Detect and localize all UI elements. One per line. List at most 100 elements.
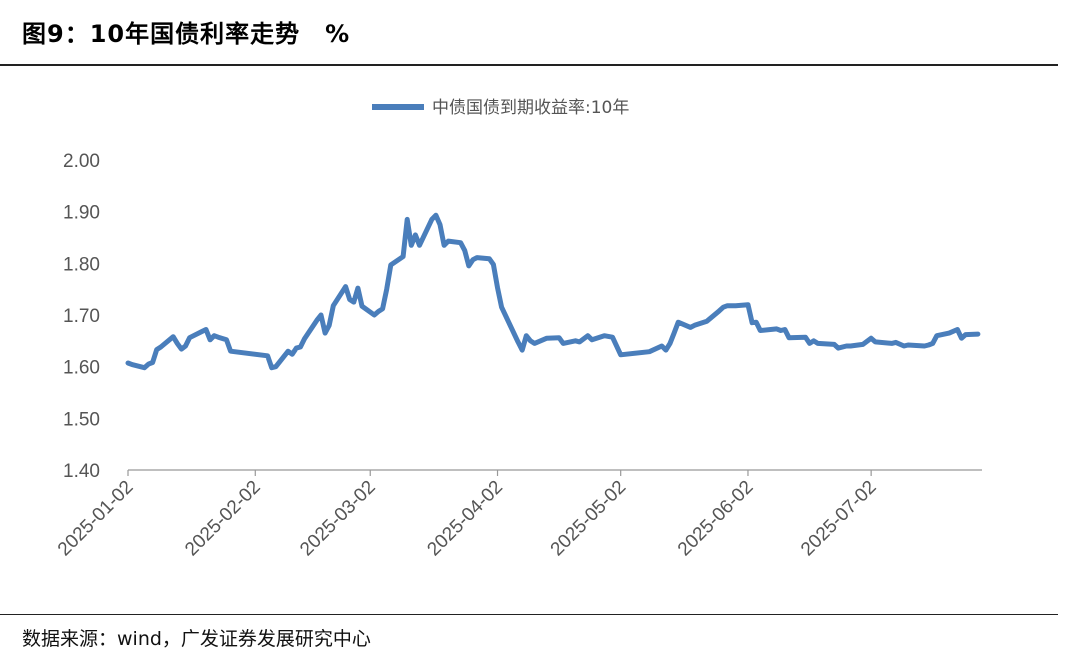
- data-point: [590, 337, 595, 342]
- data-point: [602, 333, 607, 338]
- x-tick-label: 2025-04-02: [423, 477, 507, 561]
- data-point: [725, 303, 730, 308]
- data-point: [175, 341, 180, 346]
- data-point: [746, 302, 751, 307]
- data-point: [323, 331, 328, 336]
- y-tick-label: 2.00: [63, 151, 100, 172]
- data-point: [302, 336, 307, 341]
- data-point: [183, 344, 188, 349]
- data-point: [380, 306, 385, 311]
- data-point: [893, 340, 898, 345]
- data-point: [934, 333, 939, 338]
- data-point: [495, 285, 500, 290]
- data-point: [803, 335, 808, 340]
- data-point: [442, 243, 447, 248]
- data-point: [782, 327, 787, 332]
- data-point: [150, 360, 155, 365]
- data-point: [286, 349, 291, 354]
- y-tick-label: 1.70: [63, 306, 100, 327]
- data-point: [475, 255, 480, 260]
- series-layer: [125, 212, 981, 371]
- data-point: [158, 345, 163, 350]
- series-line: [125, 212, 981, 371]
- data-point: [208, 337, 213, 342]
- data-point: [520, 348, 525, 353]
- data-point: [491, 262, 496, 267]
- y-tick-label: 1.50: [63, 409, 100, 430]
- data-point: [429, 217, 434, 222]
- data-point: [704, 319, 709, 324]
- data-point: [758, 328, 763, 333]
- data-point: [462, 248, 467, 253]
- data-point: [717, 308, 722, 313]
- legend-label: 中债国债到期收益率:10年: [432, 98, 629, 118]
- x-tick-label: 2025-01-02: [54, 477, 138, 561]
- data-point: [832, 342, 837, 347]
- data-point: [815, 341, 820, 346]
- data-point: [401, 254, 406, 259]
- data-point: [438, 222, 443, 227]
- data-point: [947, 331, 952, 336]
- data-point: [204, 327, 209, 332]
- x-tick-label: 2025-03-02: [296, 477, 380, 561]
- data-point: [524, 333, 529, 338]
- x-tick-label: 2025-07-02: [797, 477, 881, 561]
- data-point: [848, 344, 853, 349]
- data-point: [869, 336, 874, 341]
- data-point: [458, 240, 463, 245]
- y-tick-label: 1.80: [63, 254, 100, 275]
- data-point: [860, 342, 865, 347]
- data-point: [963, 332, 968, 337]
- data-point: [516, 339, 521, 344]
- source-note: 数据来源：wind，广发证券发展研究中心: [22, 628, 371, 650]
- data-point: [544, 336, 549, 341]
- data-point: [906, 343, 911, 348]
- data-point: [343, 284, 348, 289]
- y-axis: 1.40 1.50 1.60 1.70 1.80 1.90 2.00: [63, 151, 100, 482]
- data-point: [130, 362, 135, 367]
- x-tick-label: 2025-05-02: [547, 477, 631, 561]
- data-point: [265, 353, 270, 358]
- data-point: [466, 263, 471, 268]
- data-point: [355, 286, 360, 291]
- data-point: [585, 333, 590, 338]
- data-point: [290, 352, 295, 357]
- data-point: [836, 346, 841, 351]
- data-point: [228, 349, 233, 354]
- data-point: [417, 243, 422, 248]
- data-point: [319, 313, 324, 318]
- data-point: [405, 217, 410, 222]
- data-point: [314, 318, 319, 323]
- data-point: [499, 305, 504, 310]
- chart-title: 图9：10年国债利率走势 %: [22, 20, 351, 48]
- data-point: [610, 335, 615, 340]
- data-point: [446, 239, 451, 244]
- data-point: [413, 232, 418, 237]
- data-point: [663, 348, 668, 353]
- data-point: [298, 345, 303, 350]
- data-point: [142, 365, 147, 370]
- line-chart: 中债国债到期收益率:10年 1.40 1.50 1.60 1.70 1.80 1.90 2.…: [54, 98, 982, 561]
- x-axis: 2025-01-02 2025-02-02 2025-03-02 2025-04-02…: [54, 469, 982, 561]
- y-tick-label: 1.90: [63, 203, 100, 224]
- data-point: [327, 323, 332, 328]
- data-point: [388, 262, 393, 267]
- data-point: [955, 327, 960, 332]
- data-point: [873, 339, 878, 344]
- data-point: [372, 313, 377, 318]
- data-point: [187, 335, 192, 340]
- bottom-divider: [0, 614, 1058, 615]
- data-point: [930, 341, 935, 346]
- data-point: [557, 335, 562, 340]
- data-point: [433, 213, 438, 218]
- data-point: [672, 331, 677, 336]
- data-point: [676, 320, 681, 325]
- data-point: [224, 337, 229, 342]
- data-point: [273, 364, 278, 369]
- data-point: [179, 347, 184, 352]
- data-point: [659, 344, 664, 349]
- data-point: [409, 243, 414, 248]
- data-point: [647, 349, 652, 354]
- data-point: [532, 341, 537, 346]
- data-point: [384, 287, 389, 292]
